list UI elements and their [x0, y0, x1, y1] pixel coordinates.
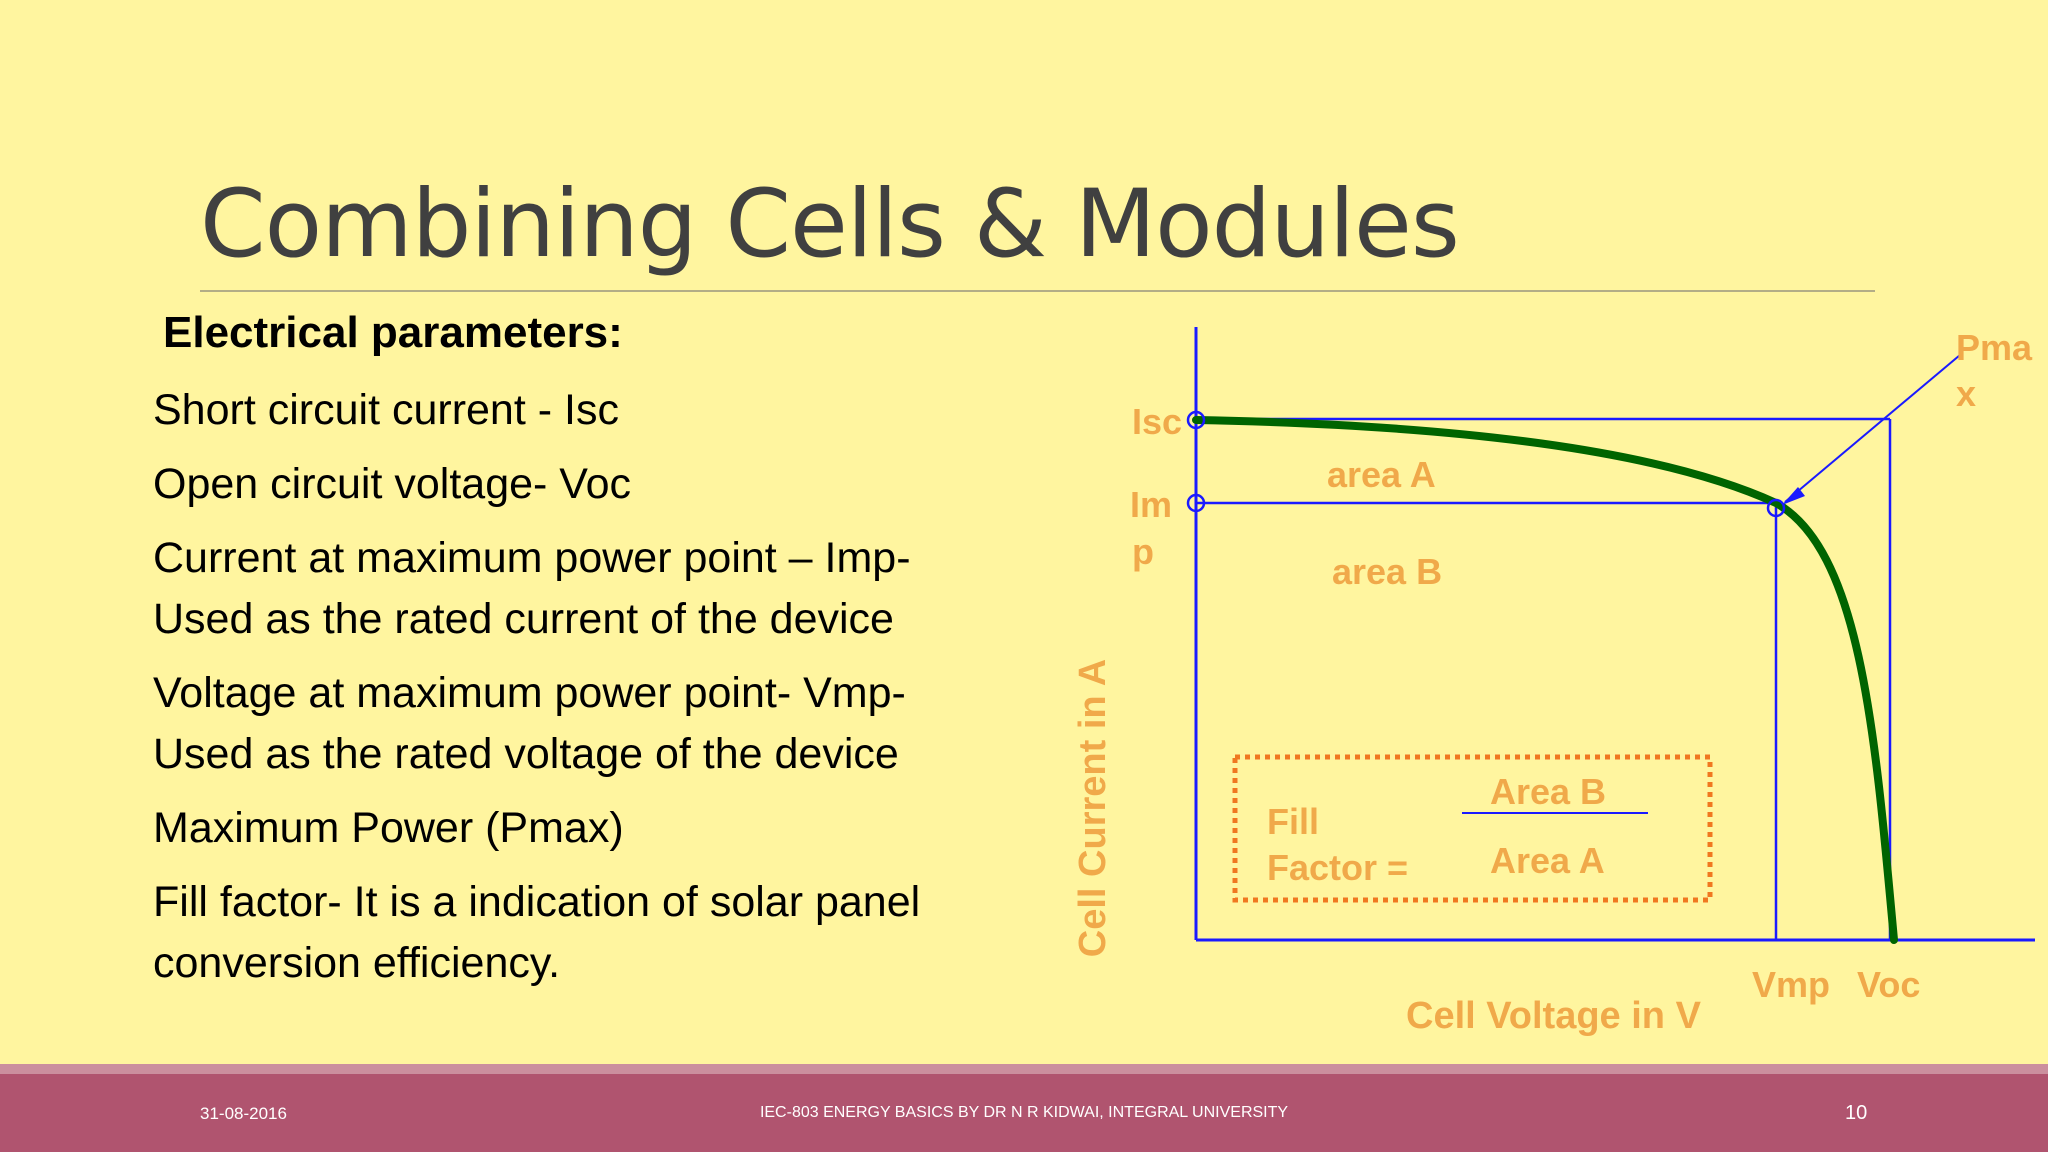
slide-title: Combining Cells & Modules [200, 170, 1460, 279]
iv-curve-diagram: Isc Im p Pma x area A area B Vmp Voc Cel… [1072, 327, 2035, 1037]
imp-marker [1186, 493, 1206, 513]
fill-factor-denominator: Area A [1490, 840, 1605, 881]
fill-factor-box [1232, 754, 1713, 903]
pmax-arrowhead [1782, 487, 1805, 505]
param-text: conversion efficiency. [153, 939, 561, 987]
param-text: Used as the rated current of the device [153, 595, 894, 643]
imp-label: Im [1130, 484, 1172, 525]
parameter-list: Short circuit current - Isc Open circuit… [153, 380, 1053, 1007]
iv-curve [1192, 416, 1898, 944]
x-axis-label: Cell Voltage in V [1406, 995, 1702, 1037]
pmax-label: Pma [1956, 327, 2033, 368]
param-text: Current at maximum power point – Imp- [153, 534, 911, 582]
param-text: Voltage at maximum power point- Vmp- [153, 669, 906, 717]
footer-bar: 31-08-2016 IEC-803 ENERGY BASICS BY DR N… [0, 1074, 2048, 1152]
param-text: Maximum Power (Pmax) [153, 804, 624, 852]
param-text: Used as the rated voltage of the device [153, 730, 899, 778]
fill-factor-label-cont: Factor = [1267, 847, 1408, 888]
vmp-label: Vmp [1752, 964, 1830, 1005]
param-isc: Short circuit current - Isc [153, 380, 1053, 441]
isc-label: Isc [1132, 401, 1182, 442]
param-text: Fill factor- It is a indication of solar… [153, 878, 921, 926]
param-text: Open circuit voltage- Voc [153, 460, 632, 508]
area-b-label: area B [1332, 551, 1442, 592]
section-heading: Electrical parameters: [163, 308, 623, 357]
param-vmp: Voltage at maximum power point- Vmp- Use… [153, 663, 1053, 785]
title-divider [200, 290, 1875, 292]
pmax-arrow [1784, 354, 1961, 503]
param-voc: Open circuit voltage- Voc [153, 454, 1053, 515]
param-imp: Current at maximum power point – Imp- Us… [153, 528, 1053, 650]
pmax-label-cont: x [1956, 373, 1976, 414]
voc-label: Voc [1857, 964, 1920, 1005]
page-number: 10 [1845, 1102, 1868, 1124]
pmax-marker [1766, 498, 1786, 518]
imp-label-cont: p [1132, 531, 1154, 572]
footer-course: IEC-803 ENERGY BASICS BY DR N R KIDWAI, … [759, 1104, 1289, 1121]
footer-date: 31-08-2016 [200, 1104, 287, 1123]
y-axis-label: Cell Current in A [1072, 659, 1114, 957]
param-fill-factor: Fill factor- It is a indication of solar… [153, 872, 1053, 994]
fill-factor-label: Fill [1267, 801, 1319, 842]
fill-factor-numerator: Area B [1490, 771, 1606, 812]
param-text: Short circuit current - Isc [153, 386, 619, 434]
param-pmax: Maximum Power (Pmax) [153, 798, 1053, 859]
footer-accent [0, 1064, 2048, 1074]
isc-marker [1186, 410, 1206, 430]
area-a-label: area A [1327, 454, 1436, 495]
